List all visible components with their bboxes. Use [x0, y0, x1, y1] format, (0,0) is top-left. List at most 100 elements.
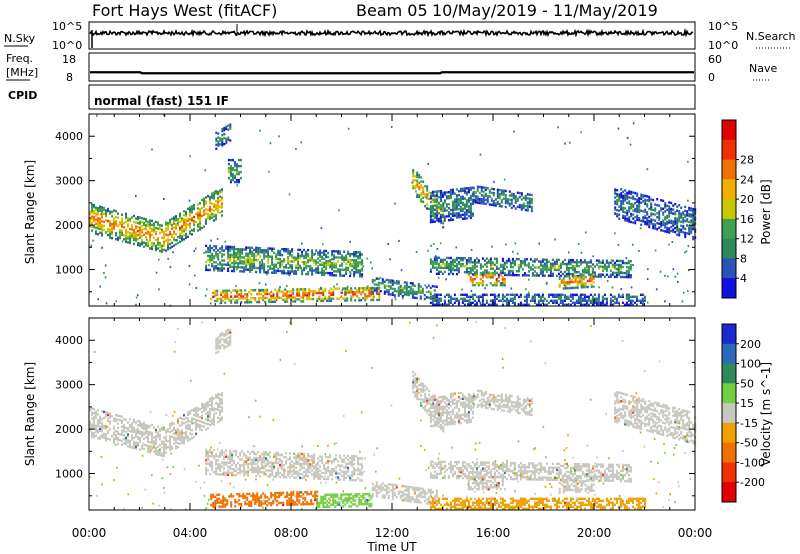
echo-cell: [233, 267, 236, 271]
echo-cell: [157, 227, 159, 230]
echo-cell: [249, 262, 252, 265]
echo-cell: [163, 230, 165, 233]
echo-cell: [119, 439, 121, 442]
echo-cell: [668, 231, 671, 234]
echo-cell: [285, 456, 288, 459]
echo-cell: [433, 256, 436, 259]
echo-cell: [323, 273, 326, 277]
echo-cell: [217, 202, 219, 206]
echo-cell: [169, 426, 171, 430]
echo-cell: [131, 434, 133, 437]
echo-cell: [221, 198, 223, 201]
echo-cell: [127, 441, 129, 444]
echo-cell: [523, 260, 526, 263]
echo-cell: [557, 266, 560, 270]
echo-cell: [638, 207, 641, 210]
echo-cell: [533, 293, 536, 296]
echo-cell: [322, 243, 324, 246]
echo-cell: [157, 435, 159, 438]
echo-cell: [684, 235, 687, 239]
echo-cell: [399, 285, 402, 288]
echo-cell: [624, 193, 627, 196]
echo-cell: [256, 292, 259, 296]
echo-cell: [253, 466, 256, 470]
echo-cell: [329, 265, 332, 269]
echo-cell: [652, 224, 655, 228]
echo-cell: [255, 246, 258, 249]
echo-cell: [570, 286, 573, 290]
echo-cell: [197, 425, 199, 428]
echo-cell: [213, 255, 216, 258]
echo-cell: [461, 195, 464, 198]
echo-cell: [224, 301, 227, 304]
echo-cell: [235, 180, 238, 184]
echo-cell: [299, 462, 302, 466]
echo-cell: [381, 278, 384, 281]
echo-cell: [213, 409, 215, 412]
echo-cell: [223, 263, 226, 266]
echo-cell: [267, 251, 270, 254]
echo-cell: [351, 268, 354, 272]
echo-cell: [221, 451, 224, 454]
echo-cell: [692, 219, 695, 223]
echo-cell: [230, 291, 233, 294]
echo-cell: [109, 230, 111, 233]
echo-cell: [131, 424, 133, 427]
echo-cell: [427, 162, 429, 165]
echo-cell: [133, 418, 135, 422]
echo-cell: [219, 397, 221, 400]
echo-cell: [267, 255, 270, 258]
echo-cell: [614, 206, 617, 209]
echo-cell: [684, 233, 687, 237]
echo-cell: [215, 347, 218, 350]
echo-cell: [205, 418, 207, 421]
echo-cell: [566, 287, 569, 290]
echo-cell: [181, 231, 183, 234]
echo-cell: [531, 260, 534, 263]
echo-cell: [133, 242, 135, 246]
echo-cell: [315, 259, 318, 262]
echo-cell: [593, 273, 596, 276]
echo-cell: [322, 299, 325, 303]
echo-cell: [569, 266, 572, 270]
echo-cell: [614, 196, 617, 199]
echo-cell: [125, 236, 127, 240]
echo-cell: [239, 170, 242, 174]
echo-cell: [595, 275, 598, 278]
echo-cell: [211, 214, 213, 217]
echo-cell: [251, 264, 254, 267]
echo-cell: [336, 297, 339, 300]
echo-cell: [297, 256, 300, 259]
echo-cell: [551, 299, 554, 302]
echo-cell: [451, 303, 454, 306]
echo-cell: [225, 245, 228, 248]
echo-cell: [155, 248, 157, 252]
echo-cell: [295, 458, 298, 461]
echo-cell: [223, 467, 226, 470]
echo-cell: [399, 286, 402, 290]
echo-cell: [207, 405, 209, 408]
echo-cell: [359, 261, 362, 264]
echo-cell: [337, 256, 340, 259]
echo-cell: [209, 464, 212, 468]
echo-cell: [636, 204, 639, 207]
echo-cell: [509, 261, 512, 265]
echo-cell: [480, 188, 483, 191]
echo-cell: [603, 267, 606, 270]
echo-cell: [461, 297, 464, 300]
echo-cell: [455, 188, 458, 191]
echo-cell: [495, 272, 498, 275]
echo-cell: [96, 227, 99, 230]
echo-cell: [684, 209, 687, 213]
echo-cell: [405, 287, 408, 290]
echo-cell: [370, 261, 372, 264]
echo-cell: [222, 291, 225, 294]
echo-cell: [582, 282, 585, 285]
echo-cell: [335, 274, 338, 277]
echo-cell: [582, 274, 585, 277]
echo-cell: [233, 255, 236, 259]
echo-cell: [584, 283, 587, 287]
echo-cell: [617, 243, 620, 246]
echo-cell: [656, 216, 659, 219]
echo-cell: [435, 260, 438, 263]
